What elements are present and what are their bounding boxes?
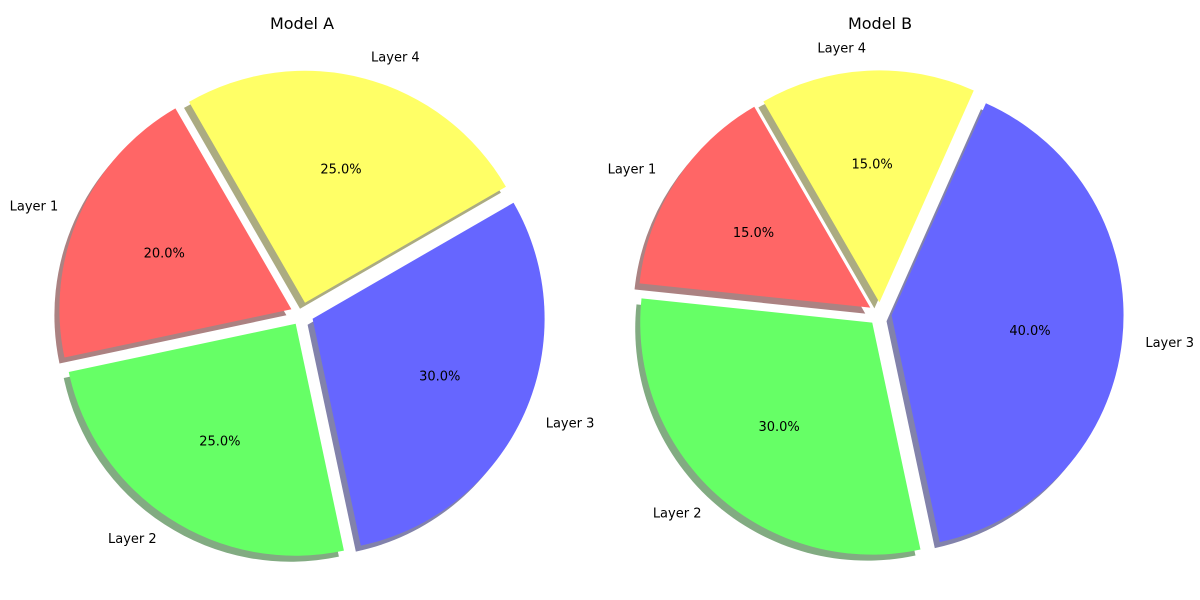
- category-label-layer-4: Layer 4: [371, 50, 420, 65]
- slices: [639, 70, 1124, 555]
- pct-label-layer-2: 30.0%: [758, 420, 799, 435]
- category-label-layer-4: Layer 4: [817, 42, 866, 57]
- pie-chart-model-b: Model B 15.0% Layer 1 30.0% Layer 2 40.0% Lay…: [608, 14, 1194, 561]
- chart-title-model-a: Model A: [270, 14, 334, 33]
- pct-label-layer-2: 25.0%: [199, 434, 240, 449]
- pct-label-layer-3: 40.0%: [1009, 324, 1050, 339]
- category-label-layer-1: Layer 1: [608, 163, 657, 178]
- slice-layer-3: [891, 103, 1124, 543]
- slice-layer-4: [189, 70, 506, 303]
- pct-label-layer-4: 25.0%: [320, 162, 361, 177]
- slice-layer-3: [312, 202, 545, 546]
- pct-label-layer-1: 20.0%: [144, 247, 185, 262]
- slice-layer-1: [639, 106, 871, 308]
- category-label-layer-2: Layer 2: [108, 532, 157, 547]
- labels: 15.0% Layer 1 30.0% Layer 2 40.0% Layer 3 15.0…: [608, 42, 1194, 522]
- category-label-layer-3: Layer 3: [546, 417, 595, 432]
- slices: [59, 70, 545, 556]
- pct-label-layer-3: 30.0%: [419, 369, 460, 384]
- slice-layer-1: [59, 108, 292, 358]
- category-label-layer-1: Layer 1: [10, 199, 59, 214]
- category-label-layer-2: Layer 2: [653, 506, 702, 521]
- slice-layer-4: [763, 70, 974, 303]
- pie-chart-model-a: Model A 20.0% Layer 1 25.0% Layer 2 30.0% Lay…: [10, 14, 595, 562]
- slice-layer-2: [640, 298, 921, 555]
- labels: 20.0% Layer 1 25.0% Layer 2 30.0% Layer 3 25.0…: [10, 50, 595, 546]
- pct-label-layer-4: 15.0%: [851, 157, 892, 172]
- pct-label-layer-1: 15.0%: [733, 226, 774, 241]
- chart-title-model-b: Model B: [848, 14, 912, 33]
- slice-layer-2: [68, 323, 344, 556]
- category-label-layer-3: Layer 3: [1145, 336, 1194, 351]
